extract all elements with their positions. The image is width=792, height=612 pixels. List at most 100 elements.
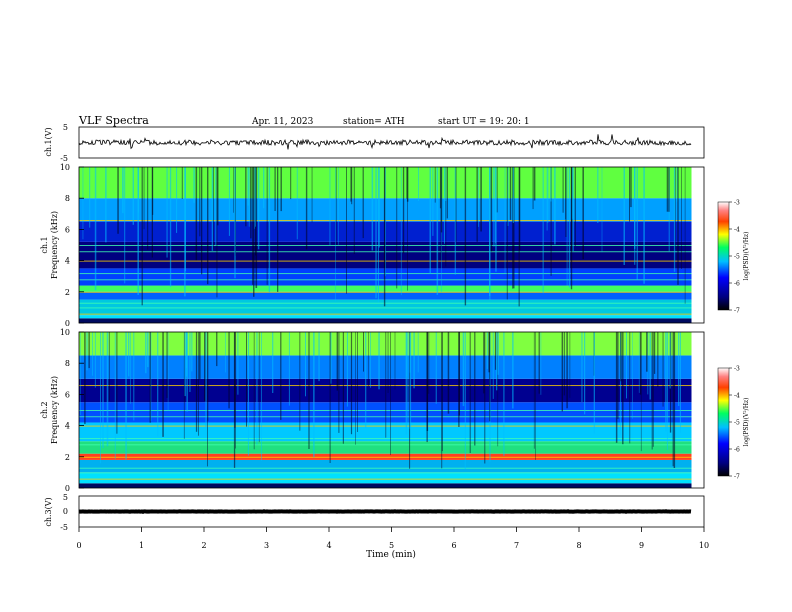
- spectrogram-streak-95: [201, 167, 203, 275]
- ch2-spectrogram-ylabel-channel: ch.2: [40, 401, 49, 418]
- spectrogram-streak-87: [147, 332, 149, 368]
- spectrogram-streak-15: [233, 167, 234, 213]
- spectrogram-streak-61: [400, 167, 402, 296]
- spectrogram-streak-75: [673, 332, 676, 468]
- spectrogram-band-2: [79, 459, 692, 473]
- spectrogram-streak-3: [462, 332, 465, 407]
- spectrogram-streak-110: [145, 332, 147, 374]
- spectrogram-band-0: [79, 483, 692, 488]
- spectrogram-streak-90: [116, 332, 118, 434]
- spectrogram-streak-51: [261, 332, 262, 461]
- spectrogram-streak-64: [509, 167, 512, 220]
- spectrogram-streak-76: [533, 332, 535, 449]
- ch3-waveform-trace: [78, 509, 692, 514]
- spectrogram-streak-117: [506, 167, 508, 300]
- spectrogram-streak-71: [191, 332, 193, 372]
- spectrogram-streak-5: [679, 332, 681, 433]
- spectrogram-streak-12: [439, 167, 441, 209]
- spectrogram-streak-68: [193, 167, 195, 203]
- spectrogram-ytick-label-3: 6: [65, 390, 70, 399]
- spectrogram-streak-74: [336, 332, 338, 391]
- spectrogram-streak-99: [630, 167, 632, 208]
- spectrogram-streak-73: [88, 332, 90, 369]
- spectrogram-ytick-label-1: 2: [65, 288, 70, 297]
- spectrogram-band-1: [79, 472, 692, 484]
- spectrogram-streak-78: [428, 332, 430, 394]
- spectrogram-streak-56: [678, 332, 680, 406]
- time-axis-tick-label-5: 5: [389, 541, 394, 550]
- spectrogram-streak-109: [357, 332, 358, 432]
- spectrogram-streak-98: [338, 167, 339, 245]
- spectrogram-streak-123: [305, 167, 308, 250]
- spectrogram-streak-93: [584, 332, 586, 415]
- spectrogram-streak-66: [102, 332, 104, 449]
- spectrogram-streak-45: [368, 332, 369, 387]
- spectrogram-streak-119: [672, 332, 674, 467]
- spectrogram-streak-131: [639, 332, 642, 395]
- spectrogram-streak-149: [464, 332, 466, 470]
- spectrogram-streak-136: [623, 167, 625, 265]
- spectrogram-streak-139: [157, 332, 159, 437]
- spectrogram-streak-69: [150, 332, 152, 422]
- spectrogram-streak-37: [494, 332, 497, 370]
- spectrogram-streak-62: [216, 167, 218, 298]
- ch1-waveform-trace: [78, 134, 692, 150]
- spectrogram-streak-141: [228, 332, 230, 409]
- spectrogram-streak-106: [166, 167, 168, 258]
- spectrogram-streak-125: [445, 167, 447, 201]
- colorbar-tick-label-3: -6: [734, 281, 740, 288]
- ch1-ytick-bottom: -5: [60, 154, 68, 163]
- spectrogram-streak-62: [593, 332, 595, 434]
- spectrogram-streak-39: [365, 332, 367, 428]
- spectrogram-streak-41: [108, 332, 110, 401]
- colorbar-tick-label-0: -3: [734, 366, 740, 373]
- spectrogram-streak-24: [195, 167, 198, 261]
- spectrogram-streak-13: [288, 332, 290, 406]
- spectrogram-streak-104: [406, 167, 409, 202]
- ch1-waveform-ylabel: ch.1(V): [44, 127, 53, 156]
- spectrogram-streak-11: [407, 167, 408, 291]
- spectrogram-streak-121: [617, 332, 619, 419]
- spectrogram-streak-65: [647, 332, 649, 395]
- spectrogram-streak-96: [489, 332, 491, 422]
- spectrogram-streak-52: [338, 332, 340, 433]
- spectrogram-streak-88: [195, 332, 198, 432]
- spectrogram-streak-78: [601, 167, 603, 253]
- spectrogram-streak-128: [666, 332, 668, 450]
- spectrogram-streak-84: [665, 332, 667, 432]
- spectrogram-streak-34: [407, 332, 409, 425]
- spectrogram-streak-146: [405, 332, 408, 435]
- spectrogram-streak-51: [440, 167, 443, 233]
- ch3-waveform-ylabel: ch.3(V): [44, 497, 53, 526]
- spectrogram-streak-6: [162, 332, 164, 437]
- spectrogram-streak-52: [455, 167, 457, 243]
- ch1-colorbar-label: log(PSD)(V²/Hz): [743, 232, 750, 281]
- spectrogram-band-7: [79, 378, 692, 403]
- spectrogram-band-8: [79, 355, 692, 379]
- spectrogram-ytick-label-0: 0: [65, 319, 70, 328]
- spectrogram-streak-60: [255, 167, 258, 288]
- spectrogram-line-7: [79, 416, 692, 418]
- spectrogram-streak-72: [554, 167, 556, 245]
- spectrogram-streak-24: [497, 332, 499, 447]
- spectrogram-streak-4: [207, 167, 209, 285]
- spectrogram-streak-9: [674, 167, 676, 250]
- spectrogram-streak-89: [478, 167, 479, 227]
- spectrogram-streak-38: [183, 332, 185, 439]
- spectrogram-streak-21: [216, 332, 218, 367]
- spectrogram-streak-6: [250, 167, 252, 239]
- spectrogram-streak-97: [89, 167, 91, 228]
- spectrogram-streak-135: [581, 332, 583, 402]
- spectrogram-streak-131: [418, 167, 419, 201]
- spectrogram-streak-136: [233, 332, 236, 468]
- spectrogram-streak-87: [311, 167, 313, 223]
- ch2-spectrogram-ylabel-frequency: Frequency (kHz): [50, 376, 59, 444]
- spectrogram-streak-120: [568, 167, 571, 288]
- ch1-waveform-frame: [78, 126, 705, 159]
- spectrogram-line-1: [79, 472, 692, 474]
- time-axis-tick-label-3: 3: [264, 541, 269, 550]
- spectrogram-streak-106: [469, 332, 471, 453]
- spectrogram-streak-142: [540, 332, 542, 395]
- spectrogram-streak-29: [94, 332, 96, 388]
- spectrogram-streak-11: [503, 332, 505, 456]
